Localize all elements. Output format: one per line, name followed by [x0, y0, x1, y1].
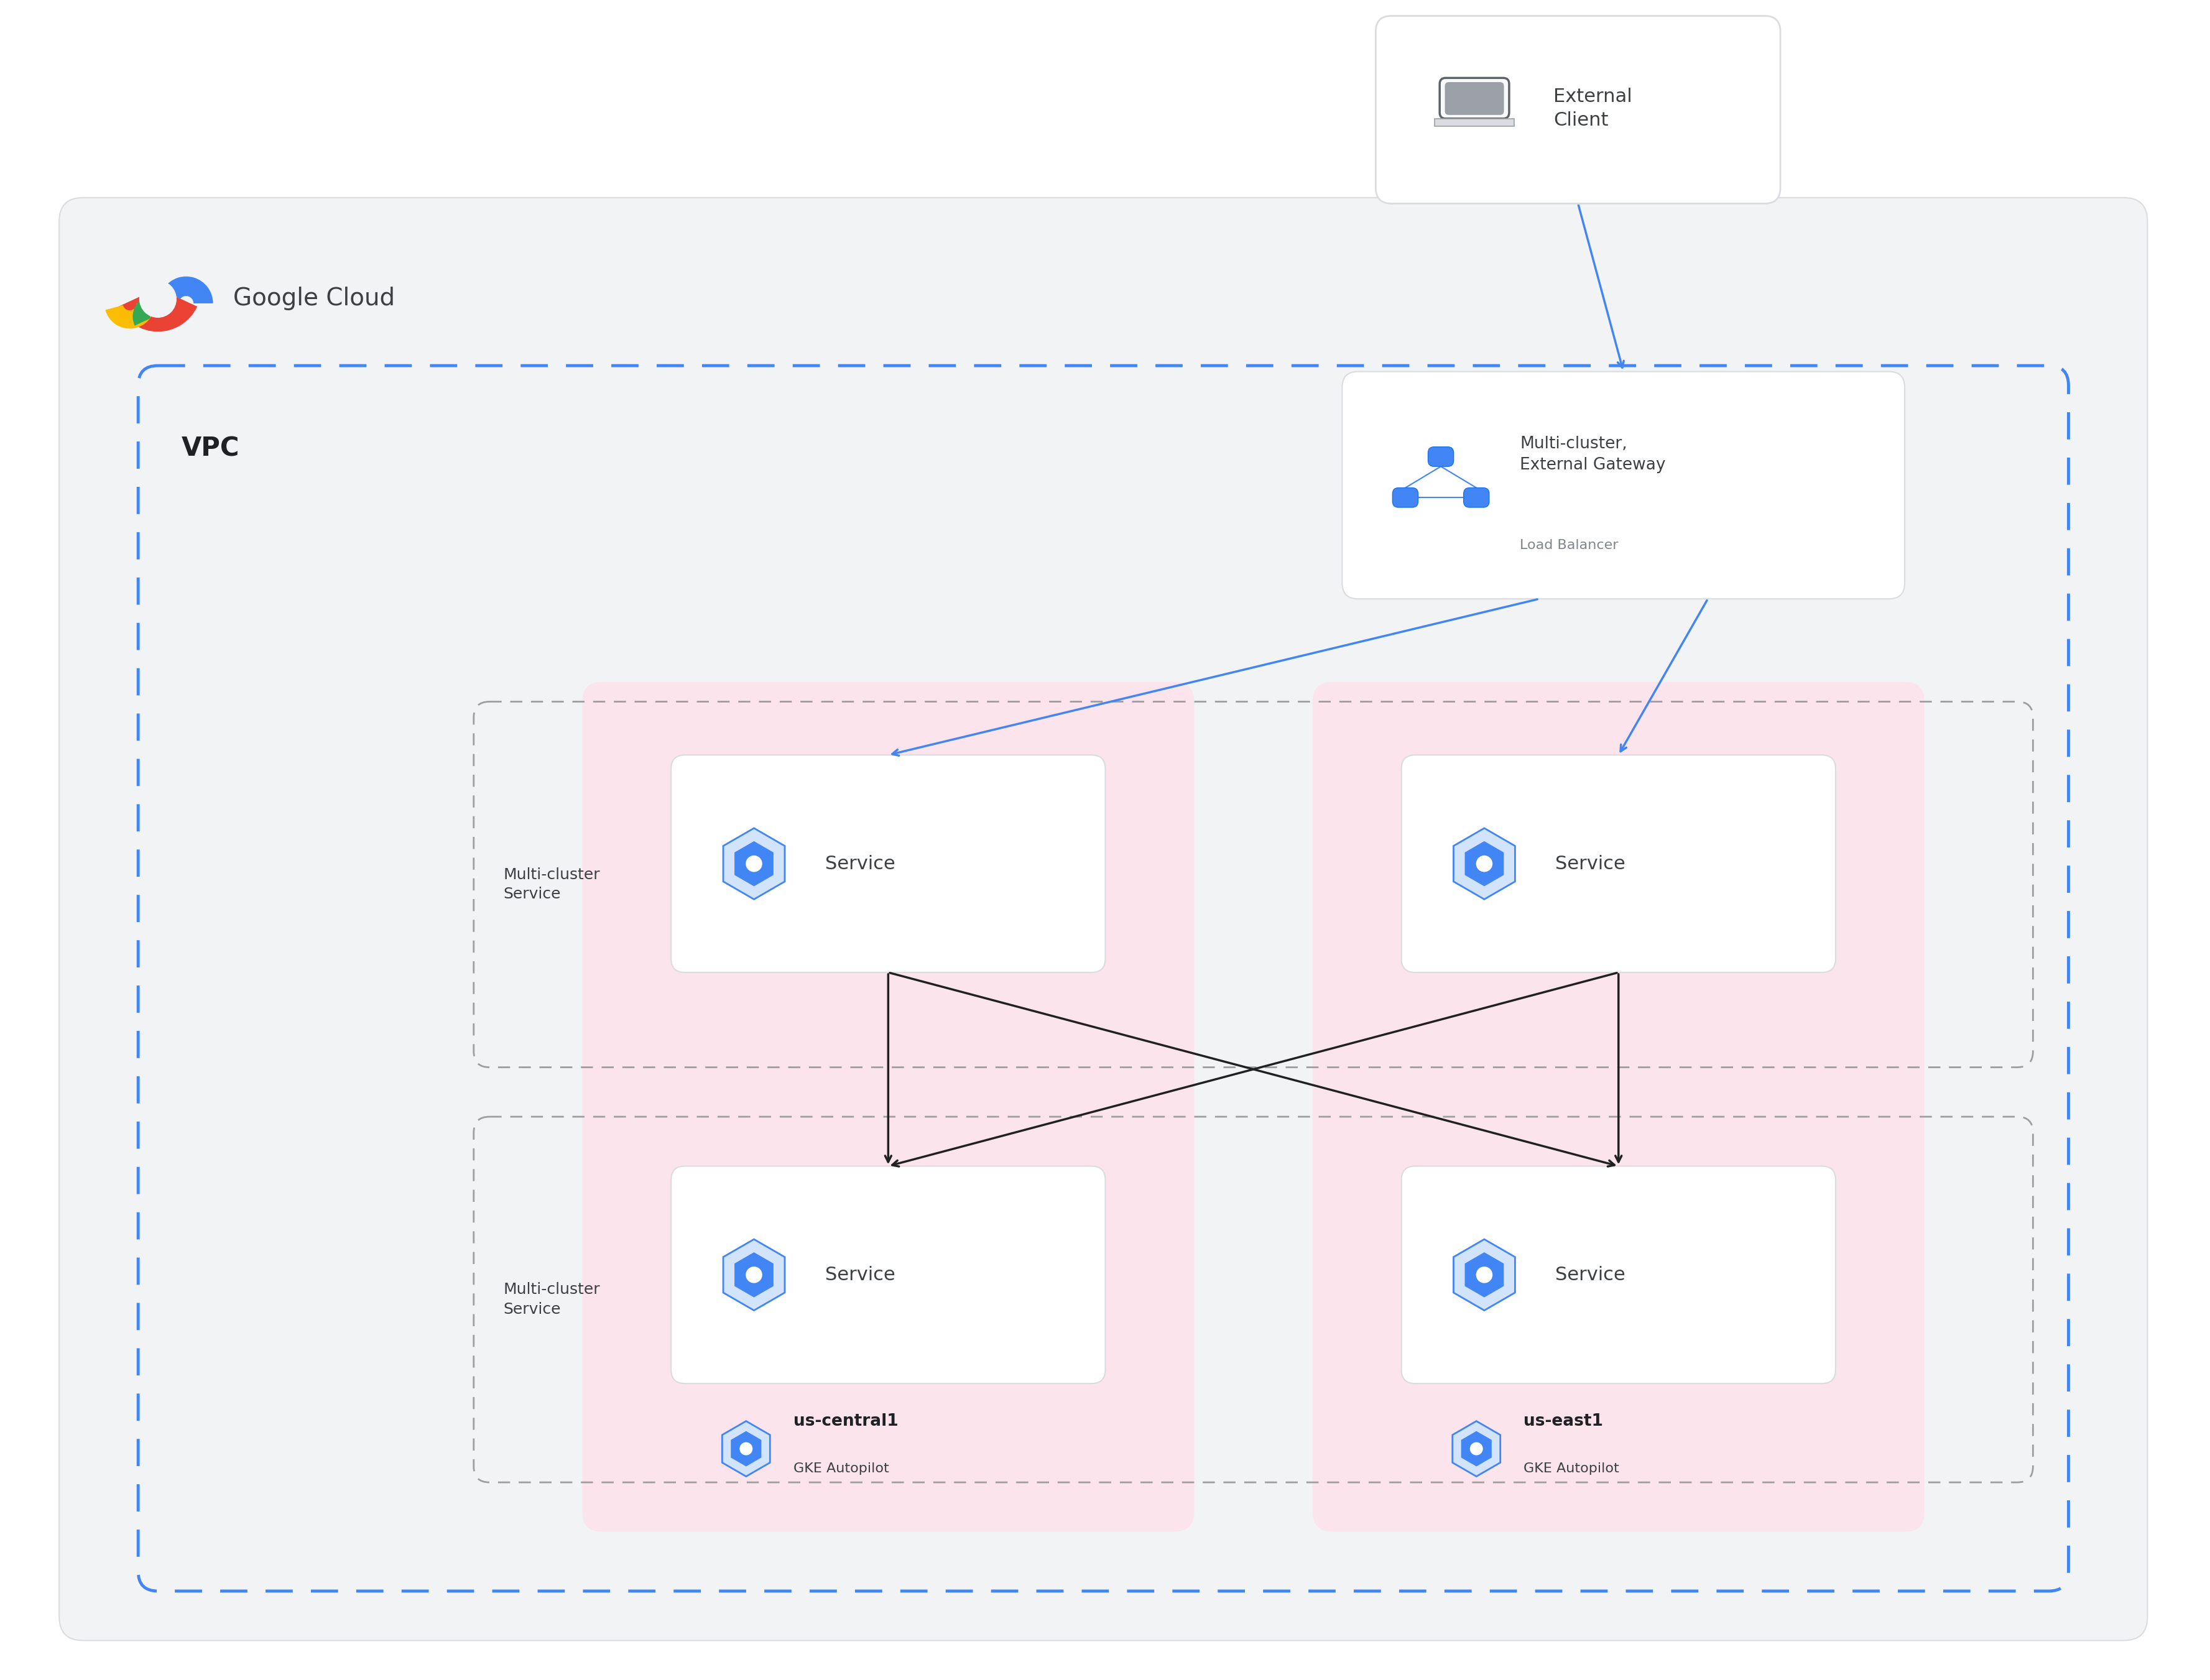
Text: Service: Service: [1556, 1265, 1624, 1284]
Circle shape: [740, 1443, 751, 1455]
FancyBboxPatch shape: [1375, 15, 1779, 203]
Wedge shape: [106, 304, 155, 329]
FancyBboxPatch shape: [1445, 82, 1503, 114]
Text: Service: Service: [1556, 855, 1624, 872]
Wedge shape: [133, 296, 152, 326]
Text: Multi-cluster
Service: Multi-cluster Service: [504, 1282, 599, 1317]
FancyBboxPatch shape: [1439, 77, 1509, 119]
FancyBboxPatch shape: [1463, 487, 1490, 507]
Bar: [1434, 119, 1514, 126]
Circle shape: [1470, 1443, 1483, 1455]
Text: Load Balancer: Load Balancer: [1520, 539, 1618, 551]
Circle shape: [1476, 855, 1492, 872]
Circle shape: [747, 855, 762, 872]
Polygon shape: [723, 1421, 769, 1477]
Polygon shape: [723, 1240, 785, 1310]
FancyBboxPatch shape: [1401, 1166, 1834, 1384]
Polygon shape: [734, 1253, 773, 1297]
FancyBboxPatch shape: [581, 682, 1193, 1532]
FancyBboxPatch shape: [137, 366, 2069, 1591]
Polygon shape: [732, 1431, 760, 1467]
Polygon shape: [1465, 842, 1503, 885]
Text: Service: Service: [824, 855, 895, 872]
Text: us-central1: us-central1: [793, 1413, 897, 1430]
FancyBboxPatch shape: [1401, 754, 1834, 973]
Text: GKE Autopilot: GKE Autopilot: [1523, 1462, 1620, 1475]
FancyBboxPatch shape: [1392, 487, 1419, 507]
Text: External
Client: External Client: [1554, 87, 1631, 129]
FancyBboxPatch shape: [672, 754, 1105, 973]
Circle shape: [747, 1267, 762, 1282]
FancyBboxPatch shape: [60, 198, 2146, 1640]
Circle shape: [1476, 1267, 1492, 1282]
Text: us-east1: us-east1: [1523, 1413, 1602, 1430]
Polygon shape: [1461, 1431, 1492, 1467]
Text: VPC: VPC: [181, 435, 239, 462]
Polygon shape: [1465, 1253, 1503, 1297]
Wedge shape: [164, 277, 212, 304]
Polygon shape: [1452, 1421, 1501, 1477]
Text: Google Cloud: Google Cloud: [232, 287, 396, 311]
Polygon shape: [734, 842, 773, 885]
FancyBboxPatch shape: [1313, 682, 1925, 1532]
Text: Service: Service: [824, 1265, 895, 1284]
Polygon shape: [723, 828, 785, 899]
FancyBboxPatch shape: [1428, 447, 1454, 467]
Wedge shape: [119, 296, 197, 331]
Text: Multi-cluster
Service: Multi-cluster Service: [504, 867, 599, 902]
FancyBboxPatch shape: [1341, 371, 1905, 598]
Circle shape: [139, 281, 177, 318]
Text: GKE Autopilot: GKE Autopilot: [793, 1462, 888, 1475]
Polygon shape: [1454, 828, 1514, 899]
FancyBboxPatch shape: [672, 1166, 1105, 1384]
Text: Multi-cluster,
External Gateway: Multi-cluster, External Gateway: [1520, 435, 1664, 474]
Polygon shape: [1454, 1240, 1514, 1310]
